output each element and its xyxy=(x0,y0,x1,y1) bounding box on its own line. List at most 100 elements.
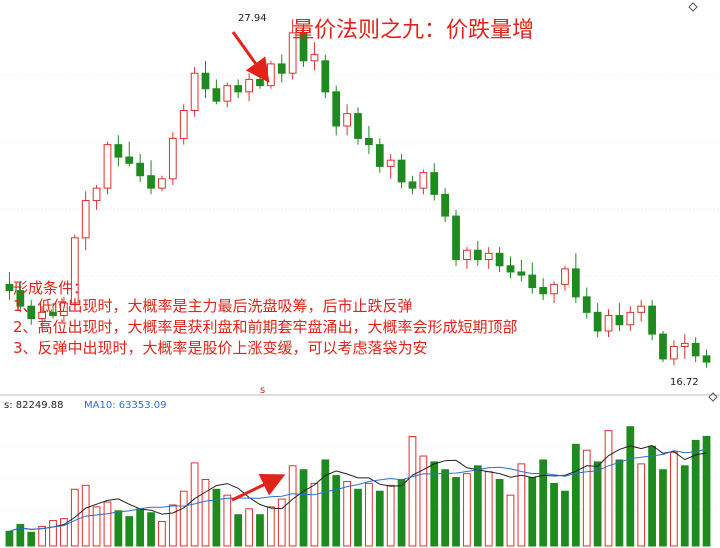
candle-down xyxy=(375,144,384,167)
candle-down xyxy=(299,32,308,62)
candle-down xyxy=(321,60,330,93)
volume-bar-up xyxy=(310,482,319,547)
candle-down xyxy=(256,78,264,87)
candle-up xyxy=(245,78,253,93)
candle-up xyxy=(419,172,428,189)
candle-down xyxy=(528,274,537,289)
volume-bar-down xyxy=(659,469,667,547)
volume-bar-up xyxy=(201,479,210,547)
volume-bar-down xyxy=(299,469,308,547)
candle-up xyxy=(670,346,678,360)
candle-up xyxy=(179,109,188,139)
volume-arrow xyxy=(231,473,286,502)
candles xyxy=(5,19,711,368)
volume-bar-down xyxy=(27,531,36,547)
candle-down xyxy=(441,193,450,217)
candle-down xyxy=(49,311,57,316)
volume-bar-down xyxy=(234,514,243,547)
ma10-value: MA10: 63353.09 xyxy=(84,400,166,411)
candle-down xyxy=(5,283,14,292)
volume-bar-up xyxy=(158,521,166,547)
candle-down xyxy=(691,342,700,357)
candle-down xyxy=(277,63,286,74)
candle-down xyxy=(648,305,656,335)
candle-down xyxy=(582,296,591,313)
volume-bar-down xyxy=(702,435,711,547)
volume-bar-down xyxy=(550,482,558,547)
volume-bar-up xyxy=(49,520,57,547)
volume-bar-up xyxy=(60,518,68,547)
candle-up xyxy=(463,249,471,261)
candle-down xyxy=(16,290,25,307)
candle-up xyxy=(38,311,46,320)
volume-bar-up xyxy=(386,484,395,547)
candle-down xyxy=(201,72,210,90)
volume-bar-down xyxy=(648,445,656,547)
candle-down xyxy=(234,85,243,93)
candle-up xyxy=(92,187,101,202)
candle-down xyxy=(27,305,36,320)
ma10-line xyxy=(9,448,707,532)
candle-down xyxy=(539,287,548,295)
candle-up xyxy=(158,178,166,189)
volume-bar-down xyxy=(473,465,482,547)
volume-bar-up xyxy=(179,490,188,547)
volume-bar-up xyxy=(419,455,428,547)
candle-up xyxy=(626,311,635,326)
candle-down xyxy=(571,268,580,298)
volume-bar-up xyxy=(38,525,46,547)
candle-down xyxy=(354,113,362,139)
candle-down xyxy=(702,355,711,363)
candle-up xyxy=(550,283,558,295)
volume-bar-up xyxy=(288,465,297,547)
ma5-line xyxy=(9,444,707,532)
diamond-icon xyxy=(708,392,718,402)
volume-bar-up xyxy=(266,506,275,547)
candle-up xyxy=(168,137,177,180)
condition-1: 1、低位出现时，大概率是主力最后洗盘吸筹，后市止跌反弹 xyxy=(13,297,413,315)
candle-up xyxy=(103,144,112,189)
volume-bar-up xyxy=(604,430,613,547)
candle-down xyxy=(615,314,624,326)
candle-down xyxy=(332,91,341,127)
conditions-heading: 形成条件： xyxy=(13,279,88,297)
candle-down xyxy=(365,137,373,146)
volume-value: s: 82249.88 xyxy=(4,400,63,411)
volume-bar-down xyxy=(5,530,14,547)
volume-bar-up xyxy=(343,480,351,547)
candle-up xyxy=(288,32,297,74)
volume-bar-up xyxy=(277,498,286,547)
diamond-icon xyxy=(688,2,698,12)
volume-bar-down xyxy=(332,475,341,547)
candle-down xyxy=(495,252,504,267)
volume-bar-up xyxy=(582,449,591,547)
candle-up xyxy=(190,72,199,111)
candle-up xyxy=(561,268,569,285)
volume-bar-up xyxy=(168,504,177,547)
volume-bar-down xyxy=(136,508,145,547)
moving-average-lines xyxy=(9,444,707,532)
volume-bar-down xyxy=(321,459,330,547)
candle-down xyxy=(136,162,145,177)
candle-down xyxy=(517,271,526,276)
candle-down xyxy=(593,311,602,332)
candle-down xyxy=(659,333,667,360)
volume-bars xyxy=(5,426,711,547)
volume-bar-down xyxy=(495,479,504,547)
candle-up xyxy=(223,85,232,102)
candle-up xyxy=(680,342,689,348)
candle-down xyxy=(506,265,515,273)
condition-2: 2、高位出现时，大概率是获利盘和前期套牢盘涌出，大概率会形成短期顶部 xyxy=(13,318,518,336)
volume-bar-down xyxy=(691,439,700,547)
candle-up xyxy=(604,314,613,332)
condition-3: 3、反弹中出现时，大概率是股价上涨变缓，可以考虑落袋为安 xyxy=(13,339,428,357)
volume-bar-down xyxy=(571,443,580,547)
high-price-label: 27.94 xyxy=(238,13,267,24)
candle-down xyxy=(473,249,482,261)
candle-down xyxy=(452,215,460,261)
volume-bar-up xyxy=(245,508,253,547)
candle-down xyxy=(430,172,439,195)
volume-bar-down xyxy=(441,469,450,547)
